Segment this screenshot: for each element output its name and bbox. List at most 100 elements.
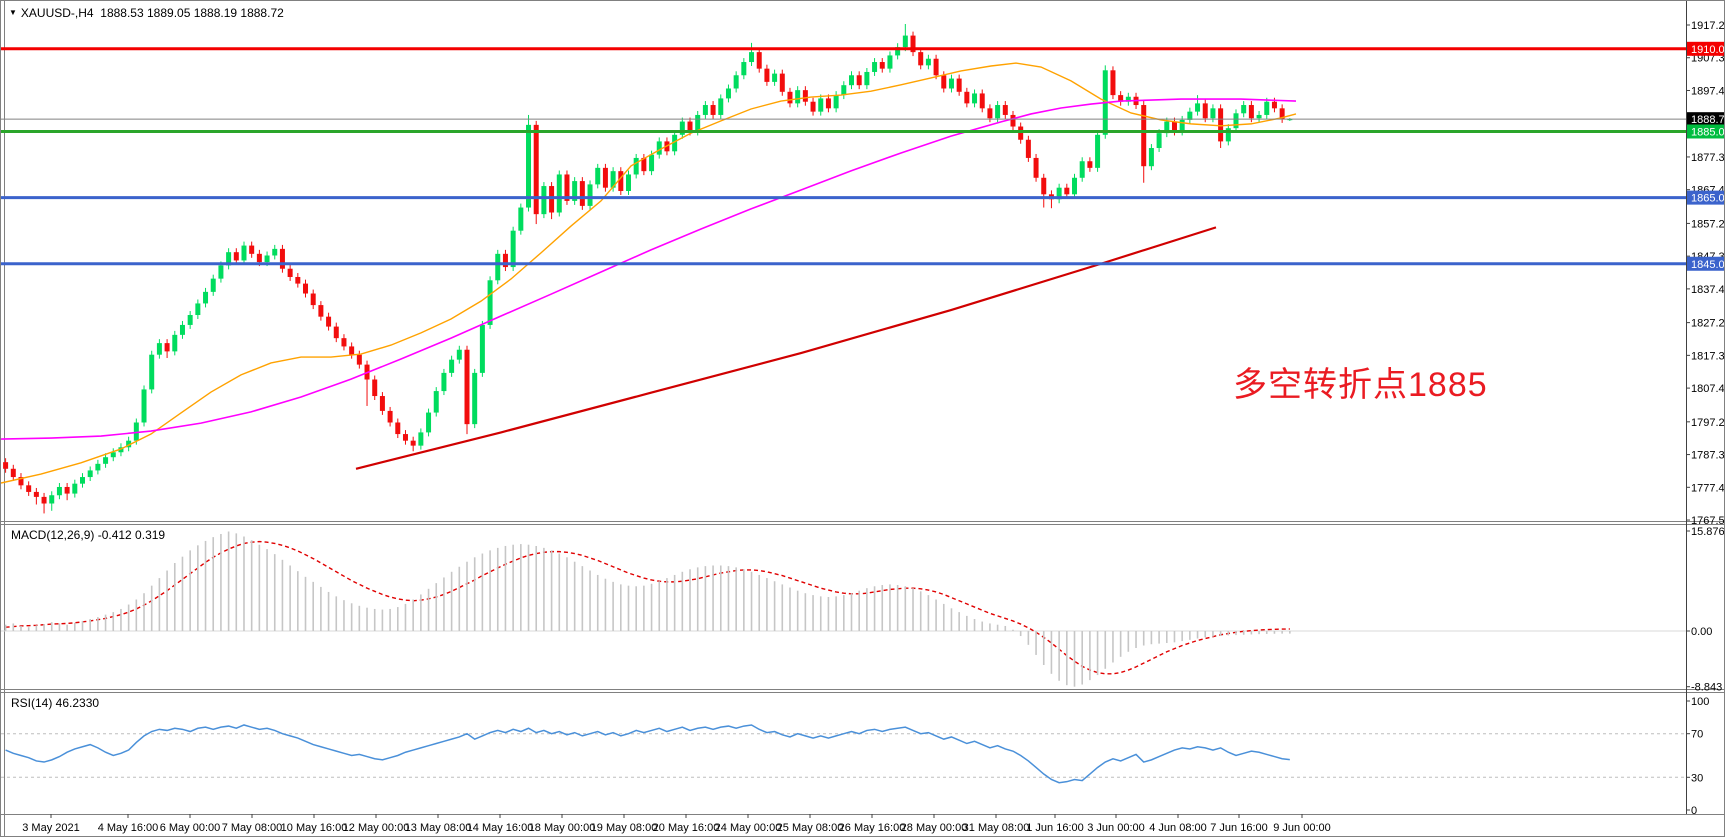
svg-text:1837.40: 1837.40 (1691, 284, 1725, 296)
bull-candle (702, 105, 708, 115)
price-tag (1687, 124, 1724, 139)
bull-candle (1256, 114, 1262, 119)
svg-text:28 May 00:00: 28 May 00:00 (901, 822, 968, 834)
bull-candle (56, 486, 62, 496)
bear-candle (564, 174, 570, 201)
bear-candle (3, 462, 9, 469)
bull-candle (672, 134, 678, 152)
bull-candle (1210, 108, 1216, 119)
bull-candle (679, 121, 685, 135)
ma-mid-line (1, 98, 1297, 440)
bear-candle (333, 326, 339, 339)
svg-text:31 May 08:00: 31 May 08:00 (963, 822, 1030, 834)
bull-candle (518, 207, 524, 231)
svg-text:0: 0 (1691, 805, 1697, 817)
svg-text:1767.50: 1767.50 (1691, 515, 1725, 527)
bull-candle (649, 154, 655, 172)
bull-candle (1187, 111, 1193, 120)
bull-candle (1225, 128, 1231, 142)
svg-text:9 Jun 00:00: 9 Jun 00:00 (1273, 822, 1331, 834)
bull-candle (110, 452, 116, 458)
bull-candle (895, 47, 901, 56)
bull-candle (172, 334, 178, 352)
rsi-panel (1, 724, 1686, 784)
bear-candle (1041, 177, 1047, 195)
bear-candle (402, 434, 408, 441)
bull-candle (1156, 133, 1162, 149)
bear-candle (802, 90, 808, 102)
bear-candle (779, 73, 785, 92)
ohlc-values: 1888.53 1889.05 1888.19 1888.72 (100, 6, 284, 20)
bull-candle (718, 98, 724, 115)
bull-candle (72, 483, 78, 494)
bear-candle (687, 121, 693, 132)
svg-text:18 May 00:00: 18 May 00:00 (529, 822, 596, 834)
bear-candle (318, 305, 324, 317)
bull-candle (449, 359, 455, 373)
svg-text:25 May 08:00: 25 May 08:00 (777, 822, 844, 834)
bull-candle (426, 412, 432, 433)
bull-candle (587, 184, 593, 206)
bear-candle (579, 181, 585, 206)
bull-candle (995, 105, 1001, 119)
bear-candle (349, 346, 355, 355)
bull-candle (80, 477, 85, 484)
time-axis: 3 May 2021 4 May 16:00 6 May 00:00 7 May 08… (22, 814, 1331, 834)
bear-candle (602, 167, 608, 188)
svg-text:1797.20: 1797.20 (1691, 417, 1725, 429)
svg-text:3 May 2021: 3 May 2021 (22, 822, 79, 834)
price-tag (1687, 112, 1724, 127)
bull-candle (1148, 148, 1154, 167)
bull-candle (633, 157, 639, 175)
bull-candle (210, 278, 216, 292)
bull-candle (103, 457, 109, 464)
bear-candle (933, 58, 939, 76)
bull-candle (264, 255, 270, 263)
bear-candle (1141, 105, 1147, 167)
bull-candle (95, 463, 101, 471)
bull-candle (49, 495, 55, 504)
bull-candle (133, 422, 139, 441)
symbol-timeframe-label: XAUUSD-,H4 (20, 6, 94, 20)
svg-text:13 May 08:00: 13 May 08:00 (405, 822, 472, 834)
bear-candle (941, 75, 947, 89)
bull-candle (218, 265, 224, 279)
bull-candle (441, 372, 447, 392)
svg-text:15.876: 15.876 (1691, 526, 1725, 538)
bull-candle (1195, 103, 1201, 112)
svg-text:1917.20: 1917.20 (1691, 20, 1725, 32)
svg-text:1877.30: 1877.30 (1691, 152, 1725, 164)
svg-text:1807.40: 1807.40 (1691, 383, 1725, 395)
bear-candle (533, 124, 539, 215)
svg-text:3 Jun 00:00: 3 Jun 00:00 (1087, 822, 1145, 834)
bear-candle (910, 35, 916, 53)
bear-candle (825, 98, 831, 109)
svg-text:19 May 08:00: 19 May 08:00 (591, 822, 658, 834)
svg-text:1777.40: 1777.40 (1691, 482, 1725, 494)
symbol-dropdown-icon[interactable]: ▼ (9, 8, 17, 17)
bear-candle (341, 338, 347, 347)
chart-annotation-text: 多空转折点1885 (1233, 366, 1488, 404)
svg-text:1910.00: 1910.00 (1691, 44, 1725, 56)
price-axis: 1917.201907.301897.401877.301867.401857.… (1686, 20, 1725, 817)
bull-candle (656, 141, 662, 155)
svg-text:1787.30: 1787.30 (1691, 450, 1725, 462)
bear-candle (1018, 126, 1024, 140)
bull-candle (1079, 161, 1085, 178)
bear-candle (1064, 187, 1070, 195)
bear-candle (26, 485, 32, 492)
bear-candle (256, 253, 262, 263)
bear-candle (18, 477, 24, 486)
svg-text:6 May 00:00: 6 May 00:00 (160, 822, 221, 834)
bull-candle (433, 391, 439, 413)
bull-candle (795, 90, 801, 104)
bull-candle (556, 174, 562, 213)
bull-candle (572, 181, 578, 201)
bear-candle (379, 396, 385, 411)
chart-title: ▼ XAUUSD-,H4 1888.53 1889.05 1888.19 1888… (9, 6, 284, 20)
svg-text:70: 70 (1691, 729, 1703, 741)
bull-candle (141, 389, 147, 423)
bear-candle (1279, 108, 1285, 119)
